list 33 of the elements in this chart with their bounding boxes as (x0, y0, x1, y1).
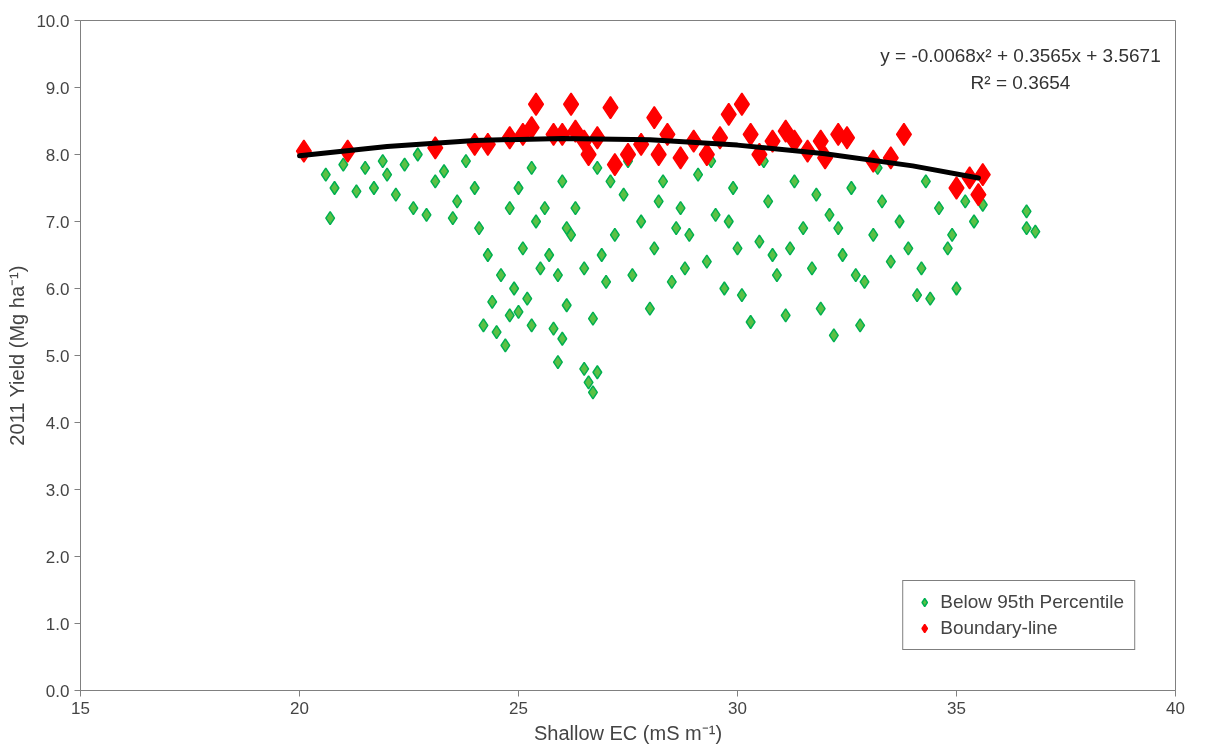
point (527, 92, 545, 116)
y-tick-label: 2.0 (45, 547, 70, 567)
x-tick-label: 20 (290, 698, 309, 718)
y-tick-label: 4.0 (45, 413, 70, 433)
y-tick-label: 8.0 (45, 145, 70, 165)
point (812, 129, 829, 153)
y-axis-title: 2011 Yield (Mg ha⁻¹) (6, 265, 29, 446)
y-tick-label: 0.0 (45, 681, 70, 701)
point (948, 176, 965, 200)
y-tick-label: 9.0 (45, 78, 70, 98)
y-tick-label: 7.0 (45, 212, 70, 232)
x-tick-label: 30 (728, 698, 747, 718)
y-tick-label: 1.0 (45, 614, 70, 634)
point (838, 126, 856, 150)
legend-label: Boundary-line (940, 617, 1058, 639)
annotation: R² = 0.3654 (970, 71, 1071, 93)
point (777, 119, 794, 143)
point (619, 142, 637, 167)
x-tick-label: 35 (947, 698, 966, 718)
point (895, 122, 913, 147)
x-axis-title: Shallow EC (mS m⁻¹) (533, 721, 723, 744)
x-tick-label: 15 (71, 698, 90, 718)
point (562, 92, 580, 116)
y-tick-label: 5.0 (45, 346, 70, 366)
y-tick-label: 10.0 (36, 11, 70, 31)
x-tick-label: 40 (1166, 698, 1185, 718)
point (733, 92, 750, 116)
legend-label: Below 95th Percentile (940, 591, 1124, 613)
point (672, 146, 689, 170)
annotation: y = -0.0068x² + 0.3565x + 3.5671 (880, 44, 1161, 66)
x-tick-label: 25 (509, 698, 528, 718)
y-tick-label: 3.0 (45, 480, 70, 500)
y-tick-label: 6.0 (45, 279, 70, 299)
